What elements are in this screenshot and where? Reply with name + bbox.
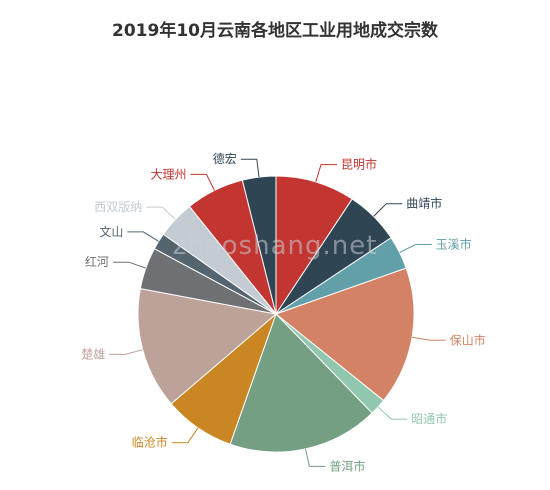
pie-label-line-5	[305, 448, 326, 467]
pie-slice-0[interactable]	[275, 175, 353, 316]
pie-label-line-8	[112, 261, 146, 269]
pie-label-4: 昭通市	[411, 411, 447, 426]
pie-label-9: 文山	[99, 224, 123, 239]
pie-label-5: 普洱市	[329, 458, 365, 473]
pie-label-7: 楚雄	[81, 346, 105, 361]
pie-label-line-0	[315, 164, 337, 183]
pie-label-3: 保山市	[450, 332, 486, 347]
watermark: zhaoshang.net	[173, 231, 378, 261]
pie-label-6: 临沧市	[132, 435, 168, 450]
pie-label-2: 玉溪市	[436, 237, 472, 252]
pie-label-1: 曲靖市	[406, 196, 442, 211]
pie-slice-3[interactable]	[274, 267, 415, 402]
pie-slice-7[interactable]	[137, 288, 278, 405]
pie-label-0: 昆明市	[341, 157, 377, 172]
pie-label-line-1	[373, 203, 403, 217]
pie-label-line-6	[171, 427, 199, 444]
pie-slice-12[interactable]	[241, 175, 277, 315]
pie-label-12: 德宏	[213, 151, 237, 166]
pie-slices	[137, 175, 415, 453]
pie-label-line-7	[109, 349, 143, 355]
pie-label-line-4	[377, 406, 408, 420]
pie-label-8: 红河	[85, 254, 109, 269]
pie-label-10: 西双版纳	[94, 200, 142, 214]
pie-label-line-2	[399, 244, 432, 253]
pie-label-line-10	[146, 206, 176, 220]
pie-label-11: 大理州	[150, 167, 186, 181]
chart-title: 2019年10月云南各地区工业用地成交宗数	[112, 20, 439, 41]
pie-label-line-12	[240, 158, 260, 178]
pie-label-line-11	[190, 173, 215, 191]
pie-label-line-9	[127, 231, 159, 242]
pie-label-line-3	[411, 336, 446, 341]
